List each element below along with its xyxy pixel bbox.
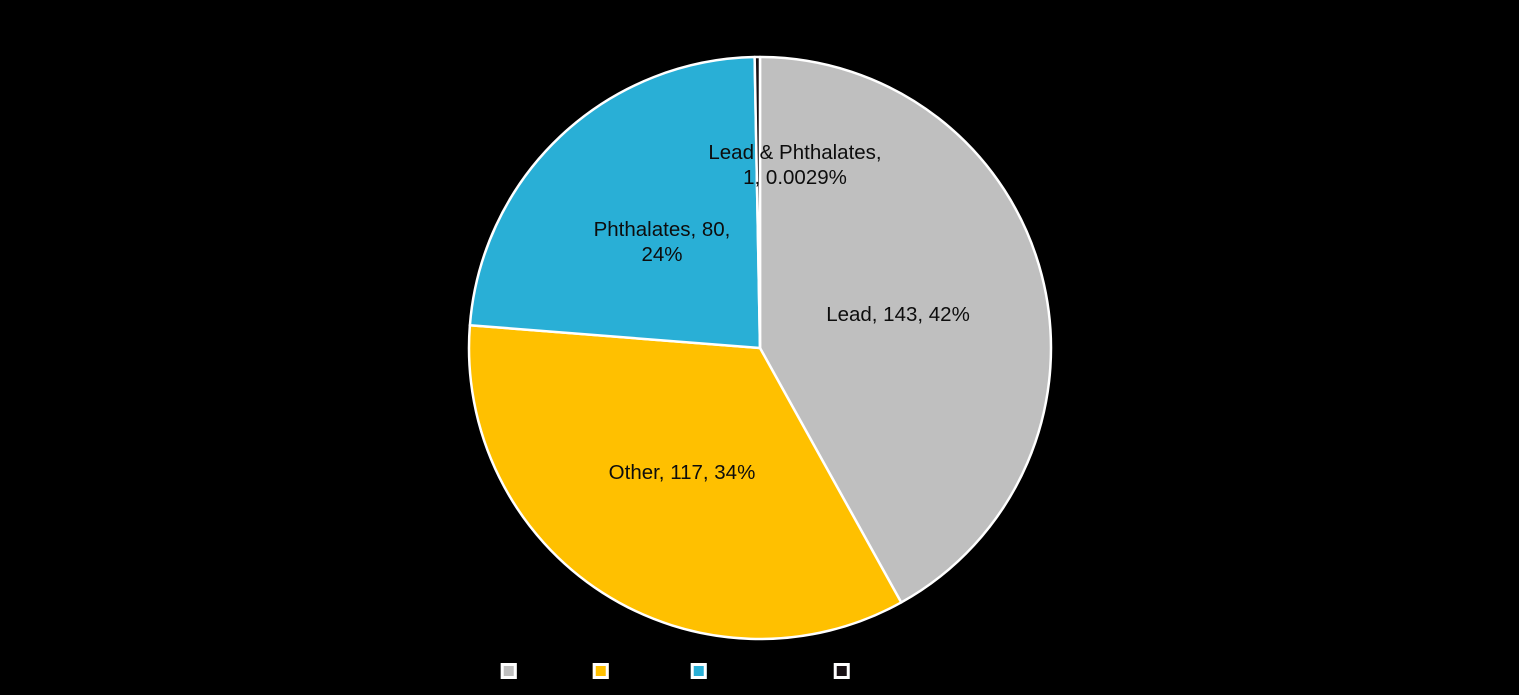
pie-slice-lead-phthalates — [753, 55, 762, 350]
legend-swatch-phthalates — [690, 663, 707, 679]
pie-data-label-other: Other, 117, 34% — [609, 461, 756, 484]
legend-label-phthalates: Phthalates — [712, 660, 808, 682]
legend-item-phthalates: Phthalates — [690, 660, 808, 682]
pie-slice-other — [467, 323, 903, 641]
legend-label-lead-phthalates: Lead & Phthalates — [855, 660, 1019, 682]
legend-swatch-lead — [500, 663, 517, 679]
legend-item-lead: Lead — [500, 661, 567, 681]
legend-item-lead-phthalates: Lead & Phthalates — [833, 660, 1019, 682]
pie-data-label-phthalates: Phthalates, 80, 24% — [594, 218, 731, 266]
pie-data-label-lead: Lead, 143, 42% — [826, 303, 970, 326]
legend-label-lead: Lead — [522, 660, 567, 682]
legend-label-other: Other — [614, 660, 665, 682]
legend-item-other: Other — [592, 660, 665, 682]
legend-swatch-other — [592, 663, 609, 679]
legend-swatch-lead-phthalates — [833, 663, 850, 679]
pie-data-label-lead-phthalates: Lead & Phthalates, 1, 0.0029% — [708, 141, 881, 189]
pie-slice-lead — [758, 55, 1053, 604]
pie-slice-phthalates — [468, 55, 762, 350]
chart-legend: Lead Other Phthalates Lead & Phthalates — [500, 661, 1019, 681]
